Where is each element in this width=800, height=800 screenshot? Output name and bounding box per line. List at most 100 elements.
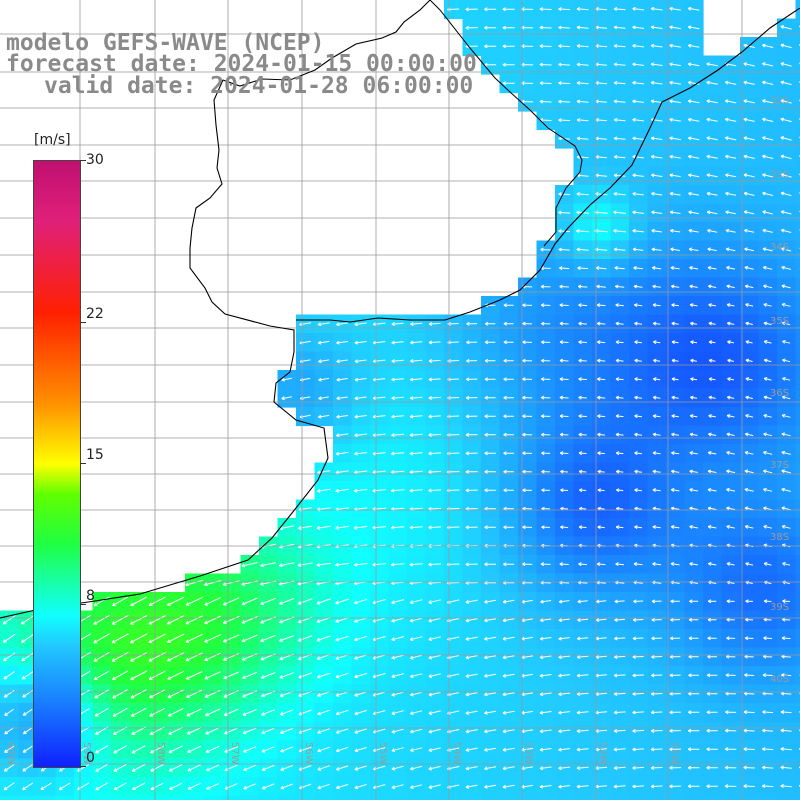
speed-cell bbox=[795, 74, 800, 94]
wind-arrow bbox=[650, 62, 663, 67]
wind-arrow bbox=[576, 99, 589, 104]
wind-arrow bbox=[651, 210, 663, 215]
wind-arrow bbox=[706, 117, 718, 122]
wind-arrow bbox=[428, 321, 441, 326]
speed-cell bbox=[222, 795, 242, 800]
wind-arrow bbox=[558, 247, 570, 252]
wind-arrow bbox=[576, 229, 590, 233]
latitude-label: 37S bbox=[770, 460, 789, 471]
wind-arrow bbox=[669, 173, 681, 178]
wind-arrow bbox=[780, 228, 792, 233]
speed-cell bbox=[795, 185, 800, 205]
wind-arrow bbox=[671, 340, 679, 345]
wind-arrow bbox=[613, 80, 626, 85]
wind-arrow bbox=[727, 340, 735, 345]
wind-arrow bbox=[653, 340, 661, 345]
wind-arrow bbox=[690, 321, 698, 326]
speed-cell bbox=[351, 795, 371, 800]
wind-arrow bbox=[743, 173, 755, 178]
wind-arrow bbox=[708, 340, 716, 345]
wind-arrow bbox=[465, 25, 478, 30]
wind-arrow bbox=[614, 266, 625, 270]
wind-arrow bbox=[632, 191, 644, 196]
latitude-label: 32S bbox=[770, 96, 789, 107]
wind-arrow bbox=[745, 321, 753, 326]
speed-cell bbox=[795, 277, 800, 297]
wind-arrow bbox=[613, 43, 626, 48]
wind-arrow bbox=[578, 340, 587, 345]
speed-cell bbox=[37, 795, 57, 800]
wind-arrow bbox=[708, 303, 716, 307]
wind-arrow bbox=[650, 80, 663, 85]
wind-arrow bbox=[687, 154, 700, 159]
wind-arrow bbox=[336, 340, 349, 345]
wind-arrow bbox=[576, 136, 589, 141]
wind-arrow bbox=[558, 99, 571, 104]
wind-arrow bbox=[466, 340, 478, 345]
wind-arrow bbox=[762, 247, 773, 252]
wind-arrow bbox=[650, 43, 663, 48]
speed-cell bbox=[425, 795, 445, 800]
speed-cell bbox=[795, 666, 800, 686]
wind-arrow bbox=[725, 228, 736, 233]
speed-cell bbox=[795, 166, 800, 186]
wind-arrow bbox=[687, 62, 700, 67]
speed-cell bbox=[518, 795, 538, 800]
wind-arrow bbox=[762, 62, 774, 67]
speed-cell bbox=[610, 795, 630, 800]
speed-cell bbox=[795, 629, 800, 649]
speed-cell bbox=[462, 795, 482, 800]
wind-arrow bbox=[596, 321, 606, 326]
wind-arrow bbox=[336, 359, 348, 364]
wind-arrow bbox=[669, 6, 681, 11]
wind-arrow bbox=[650, 154, 663, 159]
speed-cell bbox=[203, 795, 223, 800]
speed-cell bbox=[740, 795, 760, 800]
latitude-label: 36S bbox=[770, 388, 789, 399]
speed-cell bbox=[795, 296, 800, 316]
wind-arrow bbox=[615, 303, 624, 308]
wind-arrow bbox=[484, 25, 497, 30]
wind-arrow bbox=[762, 265, 773, 270]
wind-arrow bbox=[688, 191, 700, 196]
wind-arrow bbox=[391, 359, 404, 364]
longitude-label: 54W bbox=[451, 742, 462, 765]
wind-arrow bbox=[688, 210, 699, 215]
wind-arrow bbox=[317, 322, 330, 327]
wind-arrow bbox=[541, 340, 551, 345]
wind-arrow bbox=[633, 284, 643, 289]
wind-arrow bbox=[743, 210, 755, 215]
speed-cell bbox=[795, 758, 800, 778]
wind-arrow bbox=[466, 321, 478, 326]
wind-arrow bbox=[558, 81, 571, 86]
wind-arrow bbox=[428, 340, 441, 345]
speed-cell bbox=[795, 481, 800, 501]
speed-cell bbox=[573, 795, 593, 800]
wind-arrow bbox=[558, 192, 571, 197]
wind-arrow bbox=[503, 321, 514, 326]
wind-arrow bbox=[632, 25, 644, 30]
speed-cell bbox=[795, 518, 800, 538]
latitude-label: 40S bbox=[770, 674, 789, 685]
wind-direction-arrows bbox=[2, 6, 800, 791]
speed-cell bbox=[795, 222, 800, 242]
wind-arrow bbox=[317, 340, 330, 345]
wind-arrow bbox=[669, 117, 681, 122]
wind-arrow bbox=[745, 340, 753, 344]
wind-arrow bbox=[743, 80, 755, 85]
wind-arrow bbox=[615, 358, 624, 363]
wind-arrow bbox=[780, 25, 792, 30]
wind-arrow bbox=[651, 228, 662, 233]
speed-cell bbox=[795, 499, 800, 519]
speed-cell bbox=[629, 795, 649, 800]
wind-arrow bbox=[539, 81, 552, 86]
wind-arrow bbox=[780, 154, 792, 160]
wind-arrow bbox=[780, 99, 792, 104]
speed-cell bbox=[795, 610, 800, 630]
wind-arrow bbox=[781, 265, 791, 270]
colorbar-tick-mark bbox=[80, 766, 86, 767]
wind-arrow bbox=[706, 62, 718, 67]
speed-cell bbox=[795, 240, 800, 260]
speed-cell bbox=[240, 795, 260, 800]
wind-arrow bbox=[762, 191, 774, 196]
